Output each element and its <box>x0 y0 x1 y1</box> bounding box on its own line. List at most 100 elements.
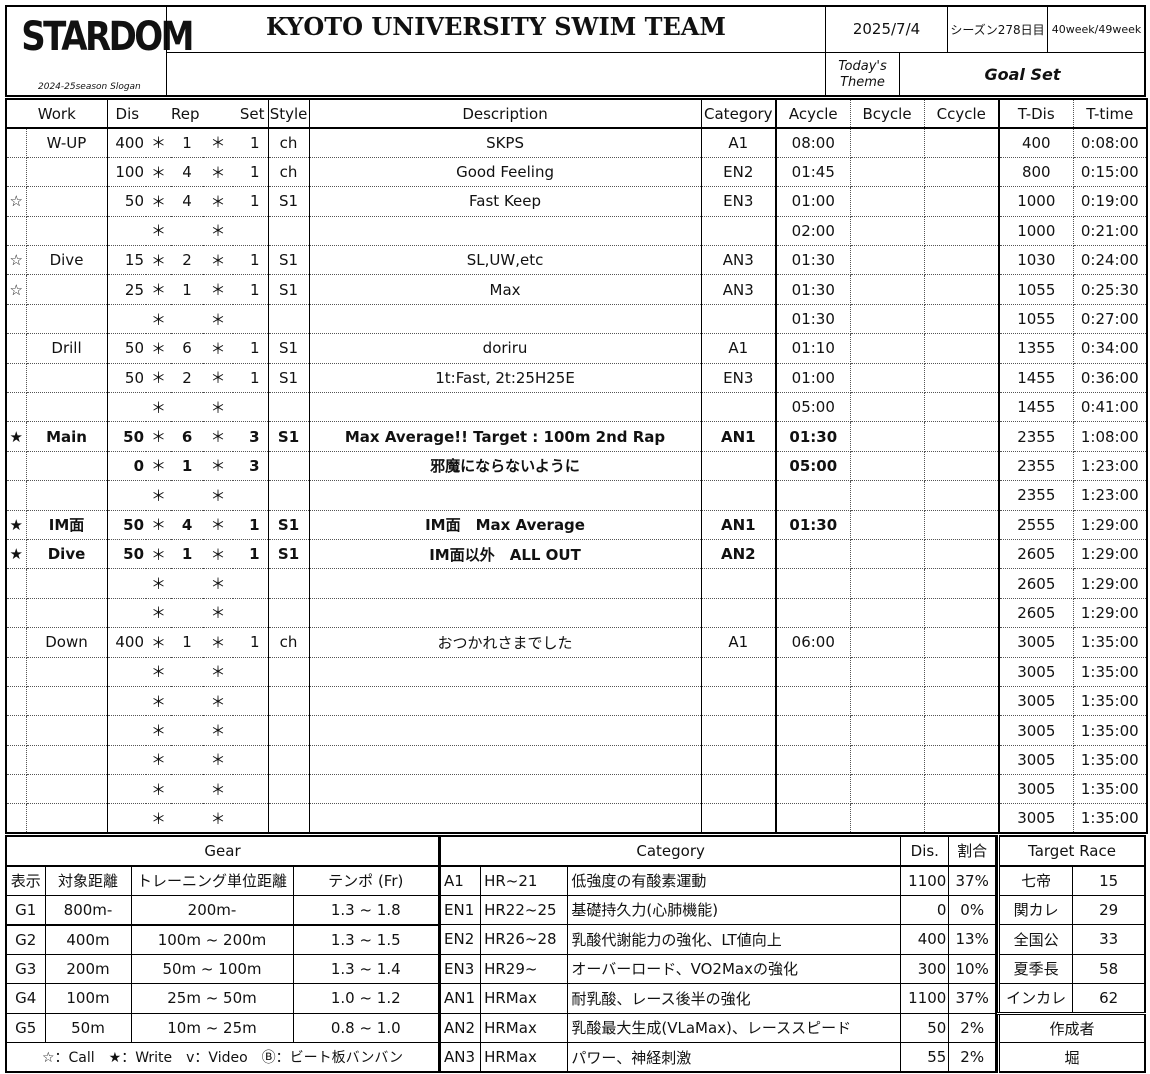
dis-cell[interactable] <box>107 686 147 717</box>
dis-cell[interactable] <box>107 774 147 805</box>
bcycle-cell[interactable] <box>850 539 925 570</box>
description-cell[interactable] <box>309 392 702 423</box>
rep-cell[interactable] <box>171 715 204 746</box>
style-cell[interactable] <box>268 803 310 834</box>
dis-cell[interactable]: 50 <box>107 363 147 394</box>
bcycle-cell[interactable] <box>850 333 925 364</box>
rep-cell[interactable] <box>171 598 204 629</box>
mark-icon[interactable]: ☆ <box>6 245 27 276</box>
rep-cell[interactable]: 1 <box>171 128 204 158</box>
mark-icon[interactable]: ★ <box>6 421 27 452</box>
category-cell[interactable]: EN2 <box>701 157 778 188</box>
work-cell[interactable]: Down <box>26 627 108 658</box>
category-cell[interactable]: AN3 <box>701 274 778 305</box>
work-cell[interactable] <box>26 657 108 687</box>
set-cell[interactable] <box>233 568 269 599</box>
dis-cell[interactable]: 100 <box>107 157 147 188</box>
rep-cell[interactable] <box>171 568 204 599</box>
ccycle-cell[interactable] <box>924 774 1001 805</box>
category-cell[interactable]: EN3 <box>701 363 778 394</box>
dis-cell[interactable]: 50 <box>107 333 147 364</box>
set-cell[interactable]: 1 <box>233 157 269 188</box>
bcycle-cell[interactable] <box>850 774 925 805</box>
set-cell[interactable]: 1 <box>233 245 269 276</box>
dis-cell[interactable]: 50 <box>107 421 147 452</box>
mark-icon[interactable] <box>6 686 27 717</box>
rep-cell[interactable]: 4 <box>171 186 204 217</box>
ccycle-cell[interactable] <box>924 803 1001 834</box>
mark-icon[interactable] <box>6 451 27 482</box>
style-cell[interactable]: S1 <box>268 421 310 452</box>
category-cell[interactable] <box>701 480 778 511</box>
ccycle-cell[interactable] <box>924 245 1001 276</box>
rep-cell[interactable] <box>171 745 204 776</box>
dis-cell[interactable] <box>107 598 147 629</box>
description-cell[interactable]: Good Feeling <box>309 157 702 188</box>
style-cell[interactable]: S1 <box>268 510 310 540</box>
ccycle-cell[interactable] <box>924 510 1001 540</box>
work-cell[interactable] <box>26 774 108 805</box>
category-cell[interactable] <box>701 686 778 717</box>
bcycle-cell[interactable] <box>850 451 925 482</box>
rep-cell[interactable] <box>171 392 204 423</box>
acycle-cell[interactable]: 01:30 <box>776 421 851 452</box>
dis-cell[interactable] <box>107 392 147 423</box>
description-cell[interactable]: Max <box>309 274 702 305</box>
description-cell[interactable] <box>309 598 702 629</box>
category-cell[interactable] <box>701 392 778 423</box>
description-cell[interactable] <box>309 745 702 776</box>
set-cell[interactable] <box>233 715 269 746</box>
ccycle-cell[interactable] <box>924 363 1001 394</box>
bcycle-cell[interactable] <box>850 568 925 599</box>
bcycle-cell[interactable] <box>850 304 925 335</box>
mark-icon[interactable] <box>6 774 27 805</box>
ccycle-cell[interactable] <box>924 421 1001 452</box>
rep-cell[interactable]: 6 <box>171 421 204 452</box>
rep-cell[interactable] <box>171 774 204 805</box>
mark-icon[interactable] <box>6 392 27 423</box>
ccycle-cell[interactable] <box>924 657 1001 687</box>
bcycle-cell[interactable] <box>850 186 925 217</box>
work-cell[interactable] <box>26 715 108 746</box>
acycle-cell[interactable] <box>776 568 851 599</box>
description-cell[interactable]: 邪魔にならないように <box>309 451 702 482</box>
mark-icon[interactable] <box>6 568 27 599</box>
mark-icon[interactable] <box>6 598 27 629</box>
acycle-cell[interactable] <box>776 598 851 629</box>
bcycle-cell[interactable] <box>850 803 925 834</box>
rep-cell[interactable]: 1 <box>171 627 204 658</box>
work-cell[interactable]: W-UP <box>26 128 108 158</box>
bcycle-cell[interactable] <box>850 715 925 746</box>
set-cell[interactable]: 1 <box>233 186 269 217</box>
acycle-cell[interactable] <box>776 774 851 805</box>
acycle-cell[interactable]: 01:00 <box>776 363 851 394</box>
bcycle-cell[interactable] <box>850 216 925 247</box>
dis-cell[interactable] <box>107 480 147 511</box>
bcycle-cell[interactable] <box>850 627 925 658</box>
category-cell[interactable]: A1 <box>701 128 778 158</box>
description-cell[interactable]: SL,UW,etc <box>309 245 702 276</box>
set-cell[interactable]: 1 <box>233 539 269 570</box>
category-cell[interactable] <box>701 598 778 629</box>
category-cell[interactable] <box>701 216 778 247</box>
acycle-cell[interactable]: 01:10 <box>776 333 851 364</box>
dis-cell[interactable] <box>107 304 147 335</box>
style-cell[interactable] <box>268 568 310 599</box>
description-cell[interactable] <box>309 568 702 599</box>
set-cell[interactable]: 1 <box>233 333 269 364</box>
style-cell[interactable] <box>268 774 310 805</box>
set-cell[interactable]: 1 <box>233 627 269 658</box>
dis-cell[interactable] <box>107 216 147 247</box>
dis-cell[interactable]: 25 <box>107 274 147 305</box>
dis-cell[interactable]: 50 <box>107 510 147 540</box>
set-cell[interactable] <box>233 216 269 247</box>
bcycle-cell[interactable] <box>850 363 925 394</box>
ccycle-cell[interactable] <box>924 392 1001 423</box>
acycle-cell[interactable] <box>776 539 851 570</box>
set-cell[interactable]: 3 <box>233 451 269 482</box>
work-cell[interactable] <box>26 274 108 305</box>
bcycle-cell[interactable] <box>850 510 925 540</box>
rep-cell[interactable] <box>171 803 204 834</box>
dis-cell[interactable] <box>107 745 147 776</box>
rep-cell[interactable]: 2 <box>171 363 204 394</box>
